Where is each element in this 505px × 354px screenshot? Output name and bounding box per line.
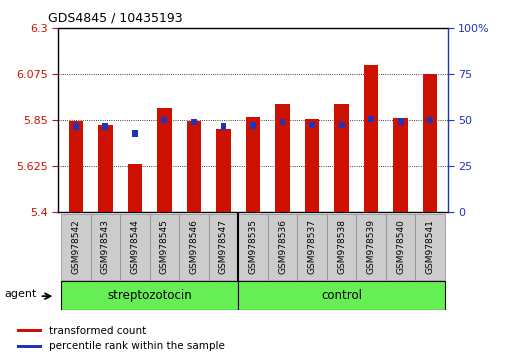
Bar — [238, 281, 444, 310]
Text: GSM978538: GSM978538 — [336, 219, 345, 274]
Bar — [149, 214, 179, 280]
Bar — [216, 129, 230, 212]
Bar — [385, 214, 415, 280]
Bar — [397, 118, 403, 125]
Bar — [392, 118, 407, 212]
Bar — [275, 104, 289, 212]
Bar — [249, 122, 256, 129]
Text: GSM978537: GSM978537 — [307, 219, 316, 274]
Bar — [422, 74, 437, 212]
Bar — [220, 124, 226, 130]
Bar — [304, 119, 319, 212]
Text: GDS4845 / 10435193: GDS4845 / 10435193 — [48, 12, 182, 25]
Bar — [186, 121, 201, 212]
Text: streptozotocin: streptozotocin — [107, 289, 192, 302]
Bar — [363, 65, 378, 212]
Text: GSM978547: GSM978547 — [219, 219, 228, 274]
Text: GSM978546: GSM978546 — [189, 219, 198, 274]
Text: GSM978539: GSM978539 — [366, 219, 375, 274]
Bar — [356, 214, 385, 280]
Text: GSM978543: GSM978543 — [100, 219, 110, 274]
Text: GSM978535: GSM978535 — [248, 219, 257, 274]
Bar — [208, 214, 238, 280]
Text: control: control — [320, 289, 362, 302]
Text: GSM978540: GSM978540 — [395, 219, 405, 274]
Bar — [61, 214, 90, 280]
Bar — [132, 130, 137, 137]
Text: GSM978544: GSM978544 — [130, 219, 139, 274]
Bar — [179, 214, 208, 280]
Bar — [17, 345, 42, 348]
Bar — [279, 119, 285, 125]
Bar — [309, 121, 314, 128]
Bar — [338, 121, 344, 128]
Bar — [61, 281, 238, 310]
Bar — [103, 124, 108, 130]
Text: agent: agent — [5, 289, 37, 299]
Bar — [297, 214, 326, 280]
Bar — [238, 214, 267, 280]
Bar — [245, 117, 260, 212]
Bar — [17, 329, 42, 332]
Text: transformed count: transformed count — [49, 326, 146, 336]
Text: GSM978541: GSM978541 — [425, 219, 434, 274]
Bar — [368, 116, 373, 122]
Bar — [267, 214, 296, 280]
Bar — [415, 214, 444, 280]
Text: GSM978545: GSM978545 — [160, 219, 169, 274]
Text: percentile rank within the sample: percentile rank within the sample — [49, 341, 225, 352]
Bar — [333, 104, 348, 212]
Text: GSM978536: GSM978536 — [277, 219, 286, 274]
Bar — [73, 123, 79, 130]
Bar — [68, 121, 83, 212]
Bar — [326, 214, 356, 280]
Bar — [120, 214, 149, 280]
Bar — [426, 117, 432, 124]
Bar — [157, 108, 172, 212]
Bar — [98, 125, 113, 212]
Text: GSM978542: GSM978542 — [71, 219, 80, 274]
Bar — [191, 119, 196, 125]
Bar — [161, 117, 167, 124]
Bar — [127, 164, 142, 212]
Bar — [90, 214, 120, 280]
